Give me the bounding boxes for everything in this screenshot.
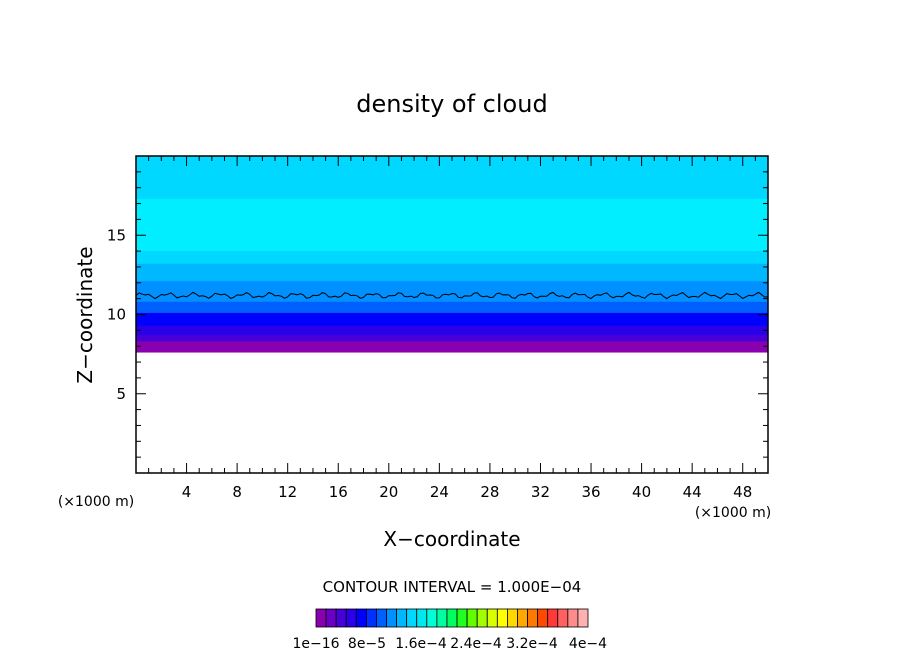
x-tick-label: 20 (379, 483, 398, 501)
colorbar-swatch (527, 608, 539, 628)
colorbar-swatch (325, 608, 337, 628)
x-tick-label: 28 (480, 483, 499, 501)
y-tick-label: 5 (116, 385, 126, 403)
colorbar-swatch (476, 608, 488, 628)
colorbar-swatch (567, 608, 579, 628)
colorbar-swatch (517, 608, 528, 628)
x-tick-label: 48 (733, 483, 752, 501)
cloud-layer-6 (136, 262, 768, 282)
z-axis-label: Z−coordinate (73, 246, 97, 383)
colorbar-swatch (335, 608, 347, 628)
colorbar-swatch (486, 608, 498, 628)
colorbar-tick-label: 2.4e−4 (450, 636, 502, 652)
cloud-layer-3 (136, 311, 768, 326)
x-tick-label: 24 (430, 483, 449, 501)
colorbar-swatch (537, 608, 549, 628)
plot-area (136, 156, 768, 353)
colorbar-swatch (376, 608, 387, 628)
colorbar-swatch (436, 608, 448, 628)
contour-interval-text: CONTOUR INTERVAL = 1.000E−04 (323, 578, 582, 596)
colorbar-swatch (355, 608, 367, 628)
y-tick-label: 10 (107, 306, 126, 324)
colorbar-swatch (416, 608, 428, 628)
y-tick-label: 15 (107, 226, 126, 244)
chart-title: density of cloud (356, 90, 547, 118)
colorbar-swatch (315, 608, 327, 628)
colorbar-tick-label: 8e−5 (348, 636, 386, 652)
colorbar-swatch (557, 608, 569, 628)
colorbar-swatch (456, 608, 468, 628)
colorbar-swatch (426, 608, 438, 628)
colorbar-swatch (345, 608, 357, 628)
colorbar-swatch (406, 608, 418, 628)
x-tick-label: 32 (531, 483, 550, 501)
colorbar-swatch (446, 608, 458, 628)
x-tick-label: 12 (278, 483, 297, 501)
colorbar-swatch (507, 608, 518, 628)
colorbar-tick-label: 3.2e−4 (506, 636, 558, 652)
contour-line (135, 291, 769, 300)
cloud-layer-2 (136, 324, 768, 336)
colorbar-tick-label: 1e−16 (292, 636, 339, 652)
colorbar-swatch (496, 608, 508, 628)
colorbar-tick-label: 4e−4 (569, 636, 607, 652)
colorbar-swatch (577, 608, 589, 628)
x-axis-label: X−coordinate (383, 527, 520, 551)
colorbar-swatch (365, 608, 377, 628)
colorbar-labels: 1e−16 8e−5 1.6e−4 2.4e−4 3.2e−4 4e−4 (292, 636, 607, 652)
x-tick-label: 36 (581, 483, 600, 501)
x-tick-label: 40 (632, 483, 651, 501)
colorbar-swatch (396, 608, 408, 628)
colorbar-swatch (547, 608, 559, 628)
cloud-layer-0 (136, 339, 768, 353)
colorbar-tick-label: 1.6e−4 (395, 636, 447, 652)
cloud-layer-8 (136, 198, 768, 252)
cloud-layer-1 (136, 333, 768, 342)
x-tick-label: 8 (232, 483, 242, 501)
x-unit-label: (×1000 m) (695, 505, 771, 521)
x-tick-label: 4 (182, 483, 192, 501)
z-unit-label: (×1000 m) (58, 494, 134, 510)
colorbar-swatch (386, 608, 397, 628)
colorbar-swatch (466, 608, 478, 628)
x-tick-label: 16 (329, 483, 348, 501)
colorbar (315, 608, 589, 628)
cloud-layer-4 (136, 300, 768, 313)
x-tick-label: 44 (683, 483, 702, 501)
